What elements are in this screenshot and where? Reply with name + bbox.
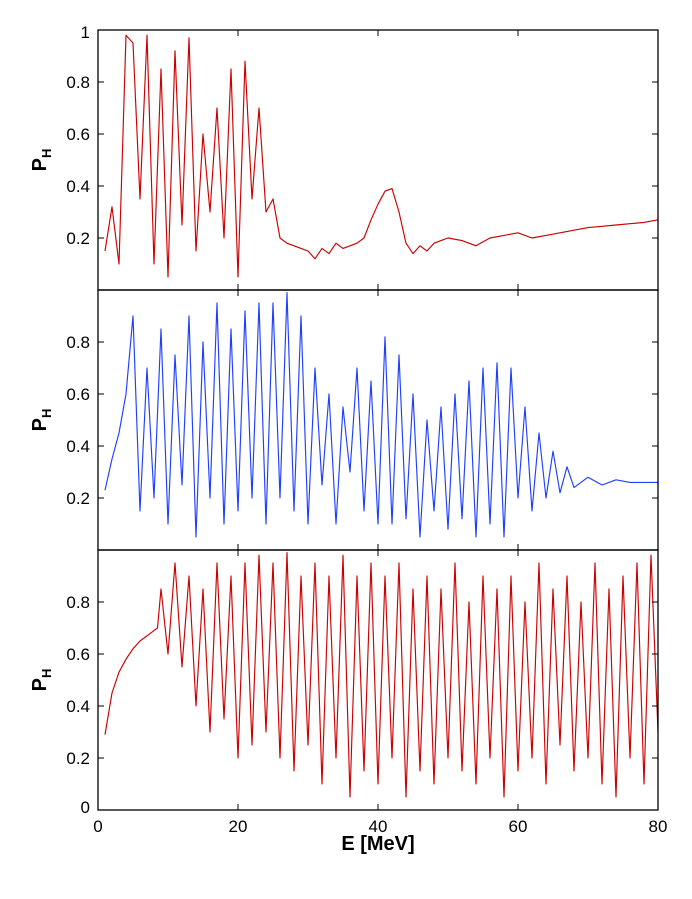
panel-2: 0.2 0.4 0.6 0.8 PH: [29, 289, 659, 551]
x-tick-label: 40: [369, 817, 388, 836]
x-tick-label: 80: [649, 817, 668, 836]
y-axis-label-subscript: H: [39, 669, 54, 678]
y-tick-label: 0.6: [66, 125, 90, 144]
y-tick-label: 0.8: [66, 593, 90, 612]
y-tick-label: 0.4: [66, 437, 90, 456]
y-tick-label: 0.4: [66, 697, 90, 716]
y-tick-label: 0.6: [66, 645, 90, 664]
panel-2-series-line: [104, 292, 658, 538]
y-axis-label-main: P: [29, 418, 51, 431]
x-axis-label: E [MeV]: [341, 833, 414, 855]
x-tick-label: 0: [93, 817, 102, 836]
x-tick-label: 20: [229, 817, 248, 836]
panel-3-series-line: [104, 552, 659, 798]
y-tick-label: 0.8: [66, 73, 90, 92]
panel-1-series-line: [104, 34, 659, 278]
y-axis-label-main: P: [29, 158, 51, 171]
panel-3: 0 0.2 0.4 0.6 0.8 0 20 40 60 80 PH E [MeV]: [29, 549, 668, 855]
x-tick-label: 60: [509, 817, 528, 836]
y-axis-label-main: P: [29, 678, 51, 691]
y-tick-label: 0.8: [66, 333, 90, 352]
y-axis-label: PH: [29, 669, 54, 692]
y-axis-label-subscript: H: [39, 149, 54, 158]
y-tick-label: 0.2: [66, 229, 90, 248]
y-axis-label: PH: [29, 409, 54, 432]
panel-1: 0.2 0.4 0.6 0.8 1 PH: [29, 23, 659, 291]
y-axis-label: PH: [29, 149, 54, 172]
y-tick-label: 0: [81, 798, 90, 817]
y-tick-label: 0.2: [66, 749, 90, 768]
y-tick-label: 0.6: [66, 385, 90, 404]
y-tick-label: 0.2: [66, 489, 90, 508]
y-tick-label: 0.4: [66, 177, 90, 196]
y-axis-label-subscript: H: [39, 409, 54, 418]
y-tick-label: 1: [81, 23, 90, 42]
panel-1-frame: [97, 29, 659, 291]
